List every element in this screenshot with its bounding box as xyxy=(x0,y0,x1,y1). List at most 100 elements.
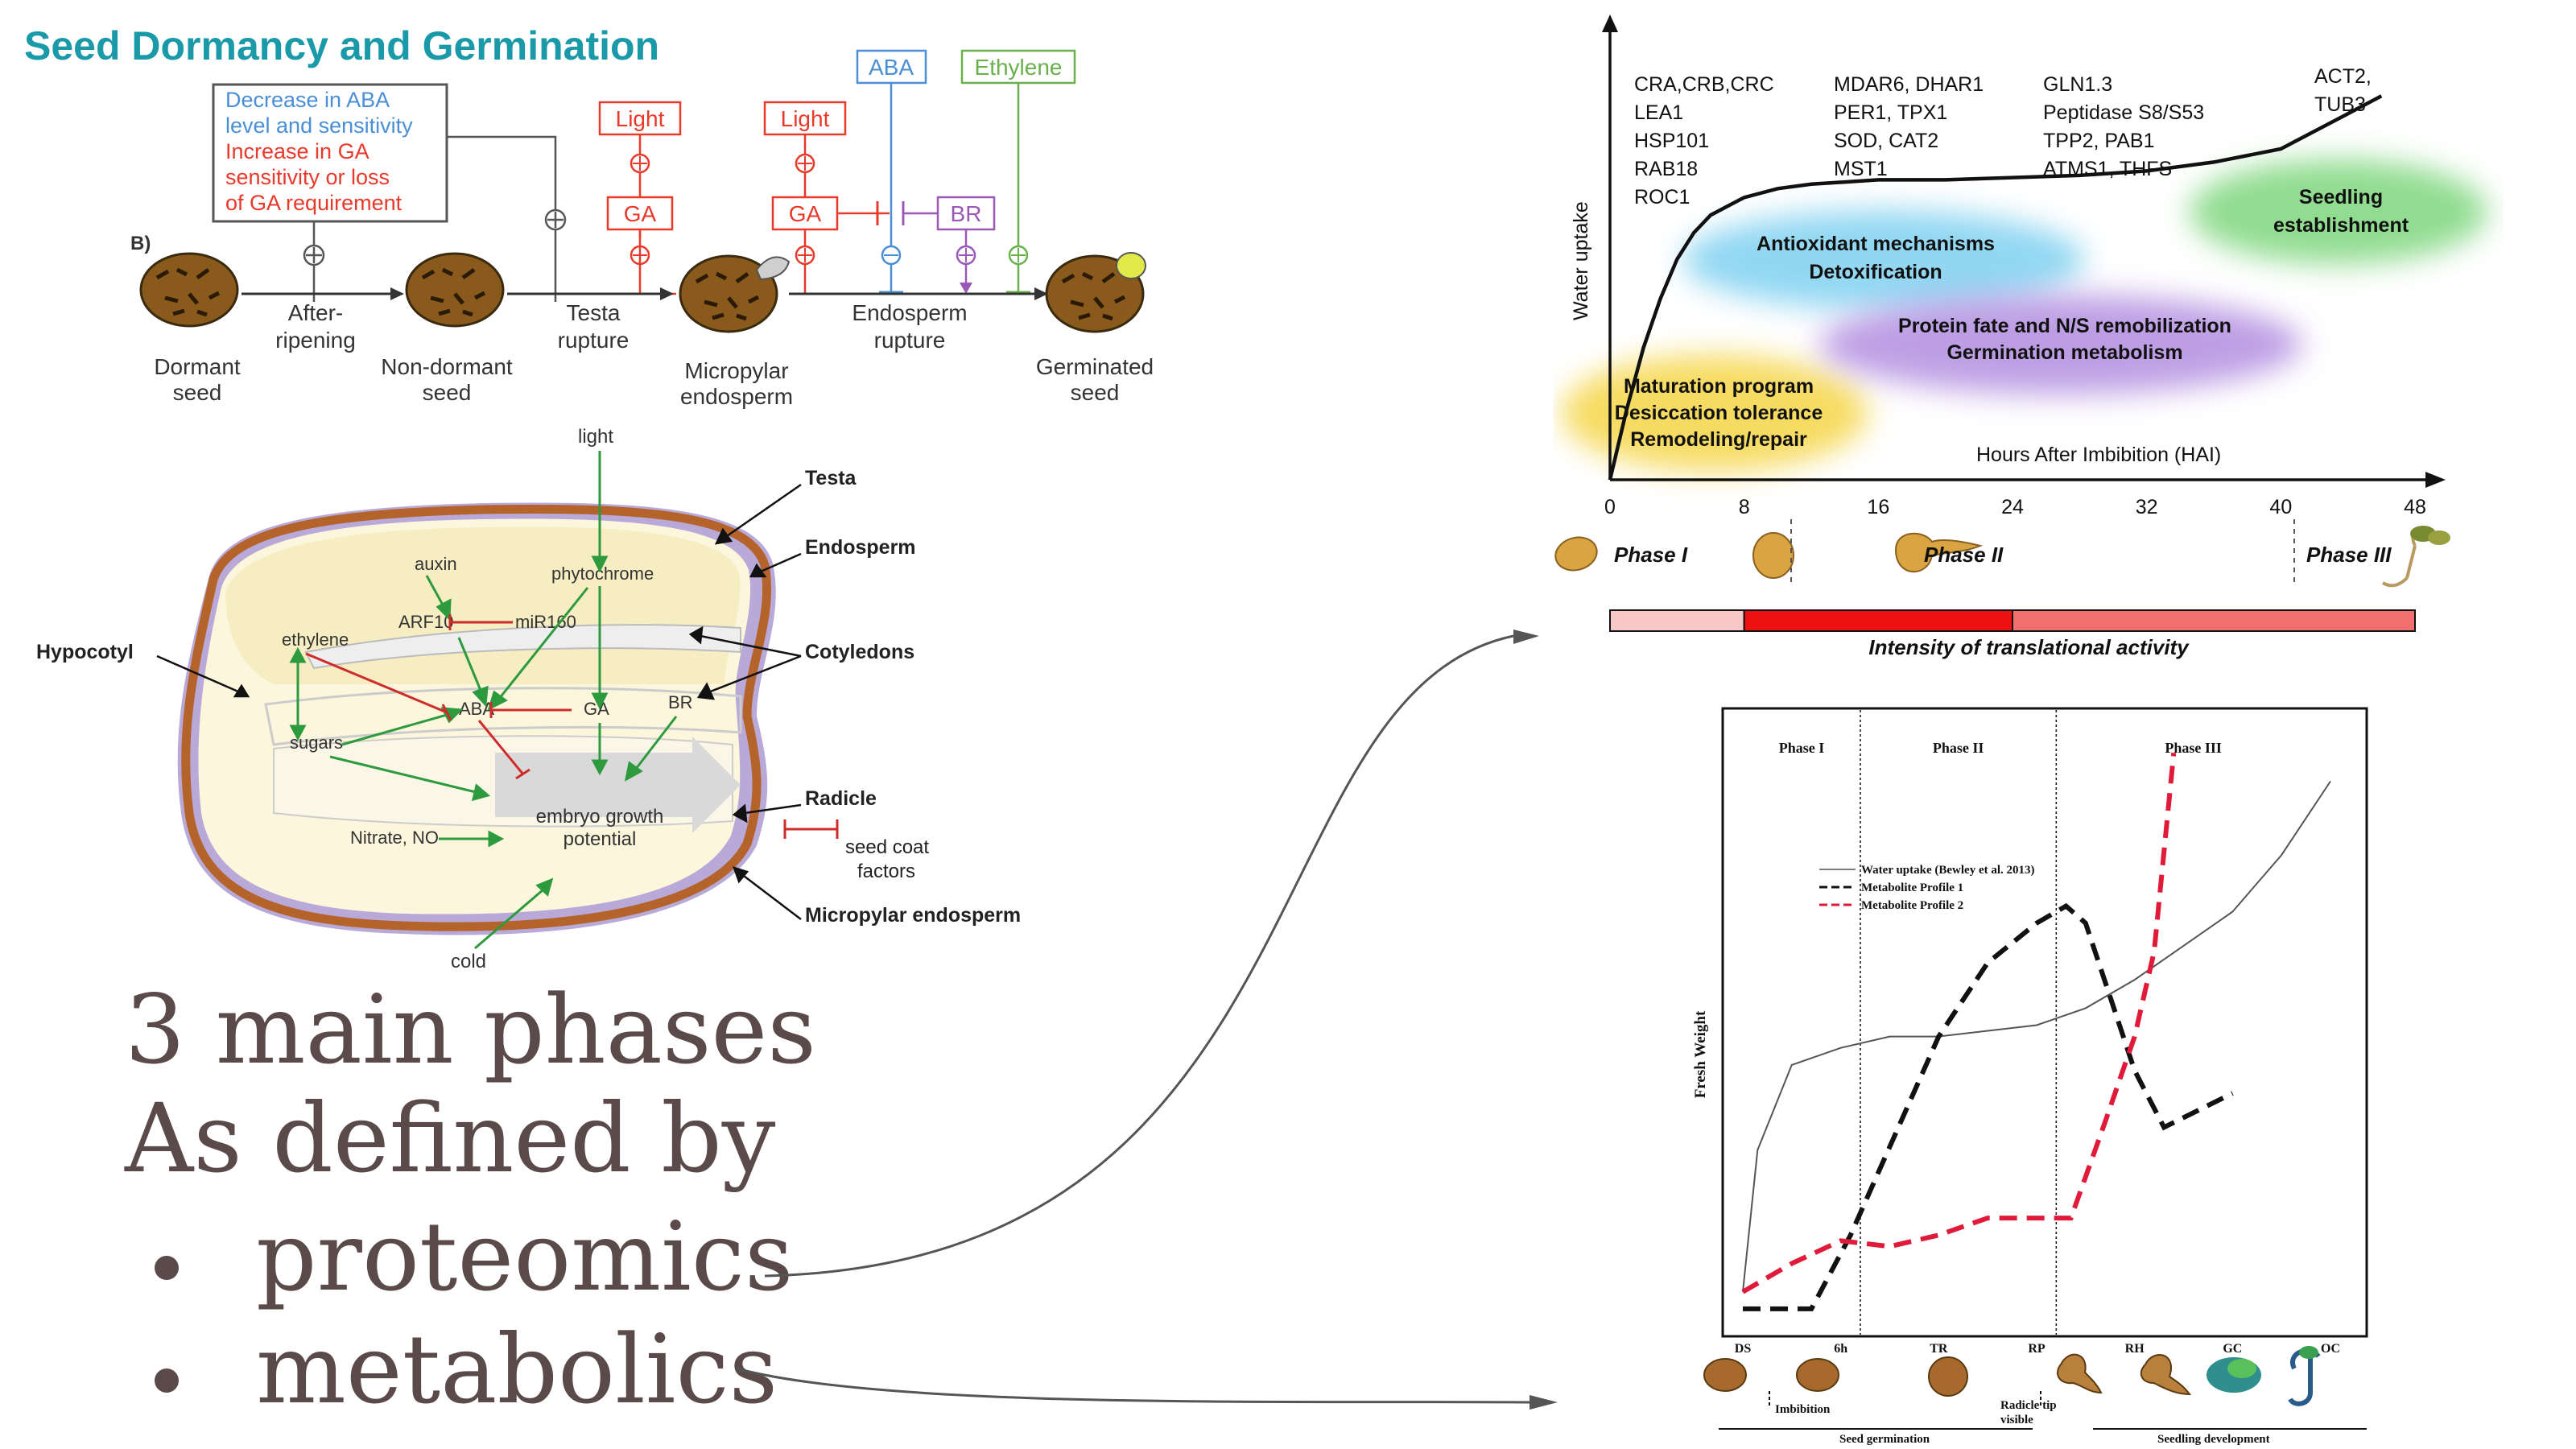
label-ethylene: ethylene xyxy=(282,630,349,650)
met-legend-label-2: Metabolite Profile 1 xyxy=(1861,881,1963,894)
met-category-DS: DS xyxy=(1735,1342,1752,1356)
bullet-metabolics: metabolics xyxy=(256,1314,778,1425)
bar-segment-3 xyxy=(2012,609,2416,632)
genes-3-0: GLN1.3 xyxy=(2043,73,2112,96)
met-series-line-3 xyxy=(1741,752,2177,1294)
met-category-RP: RP xyxy=(2028,1342,2046,1356)
germinated-seed xyxy=(1045,252,1146,333)
ga-label-1: GA xyxy=(624,201,657,226)
metabolite-profiles-chart: Fresh Weight Phase I Phase II Phase III Wa… xyxy=(1692,707,2368,1446)
met-category-TR: TR xyxy=(1930,1342,1948,1356)
label-hypocotyl: Hypocotyl xyxy=(36,641,134,663)
met-phase-label-3: Phase III xyxy=(2165,740,2222,756)
slide-title: Seed Dormancy and Germination xyxy=(24,23,660,68)
seed-germinated-1: Germinated xyxy=(1036,354,1154,379)
prot-xtick-32: 32 xyxy=(2136,496,2158,518)
step-testa-1: Testa xyxy=(567,300,621,325)
genes-2-2: SOD, CAT2 xyxy=(1834,130,1938,152)
genes-4-1: TUB3 xyxy=(2314,93,2366,116)
label-auxin: auxin xyxy=(415,554,457,574)
phase-1-label: Phase I xyxy=(1614,543,1688,567)
stage-imbibition: Imbibition xyxy=(1775,1403,1831,1416)
label-radicle: Radicle xyxy=(805,787,877,810)
step-endosperm-1: Endosperm xyxy=(852,300,967,325)
step-after-ripening-2: ripening xyxy=(275,328,356,353)
bullet-dot-2 xyxy=(155,1368,179,1393)
ethylene-label: Ethylene xyxy=(975,55,1063,80)
stage-radicle-1: Radicle tip xyxy=(2000,1399,2057,1412)
genes-2-0: MDAR6, DHAR1 xyxy=(1834,73,1984,96)
met-seed-images xyxy=(1703,1346,2321,1406)
met-series-line-2 xyxy=(1743,902,2234,1311)
seed-dormant-2: seed xyxy=(173,380,222,405)
box-line-5: of GA requirement xyxy=(225,191,402,215)
phase-row: Phase I Phase II Phase III xyxy=(1554,519,2450,588)
label-cotyledons: Cotyledons xyxy=(805,641,914,663)
box-line-2: level and sensitivity xyxy=(225,114,413,138)
proc-2-1: Detoxification xyxy=(1809,261,1942,283)
genes-3-1: Peptidase S8/S53 xyxy=(2043,101,2204,124)
aba-ga-box xyxy=(212,83,448,223)
met-category-RH: RH xyxy=(2125,1342,2145,1356)
met-category-OC: OC xyxy=(2321,1342,2340,1356)
water-uptake-curve xyxy=(1608,94,2383,481)
blob-maturation xyxy=(1562,355,1868,471)
bullet-proteomics: proteomics xyxy=(256,1201,794,1312)
blob-protein-fate xyxy=(1819,295,2302,394)
proc-1-1: Desiccation tolerance xyxy=(1615,402,1823,424)
stage-seed-germination: Seed germination xyxy=(1839,1433,1930,1446)
stage-seedling-development: Seedling development xyxy=(2157,1433,2270,1446)
label-phytochrome: phytochrome xyxy=(551,564,654,584)
bar-segment-1 xyxy=(1609,609,1745,632)
label-seed-coat-2: factors xyxy=(857,861,915,882)
genes-3-3: ATMS1, THFS xyxy=(2043,158,2172,180)
seed-germinated-2: seed xyxy=(1071,380,1120,405)
ga-label-2: GA xyxy=(789,201,822,226)
met-legend-label-1: Water uptake (Bewley et al. 2013) xyxy=(1861,864,2035,877)
label-endosperm: Endosperm xyxy=(805,536,916,559)
met-series-line-1 xyxy=(1742,780,2331,1292)
seed-micropylar-2: endosperm xyxy=(680,384,793,409)
blob-antioxidant xyxy=(1682,210,2085,310)
panel-label: B) xyxy=(130,233,151,254)
label-light: light xyxy=(578,427,613,448)
br-label: BR xyxy=(951,201,982,226)
seed-nondormant-2: seed xyxy=(423,380,472,405)
label-testa: Testa xyxy=(805,467,857,489)
bullet-dot-1 xyxy=(155,1256,179,1280)
non-dormant-seed xyxy=(405,252,505,328)
bar-segment-2 xyxy=(1743,609,2014,632)
label-nitrate: Nitrate, NO xyxy=(350,828,439,848)
box-line-3: Increase in GA xyxy=(225,139,369,163)
translation-intensity-bar xyxy=(1609,609,2416,632)
step-after-ripening-1: After- xyxy=(288,300,343,325)
body-line-1: 3 main phases xyxy=(125,974,816,1085)
stage-radicle-2: visible xyxy=(2000,1414,2033,1426)
phase-2-label: Phase II xyxy=(1924,543,2004,567)
label-cold: cold xyxy=(451,951,486,972)
genes-2-1: PER1, TPX1 xyxy=(1834,101,1947,124)
step-testa-2: rupture xyxy=(558,328,630,353)
step-endosperm-2: rupture xyxy=(874,328,946,353)
box-line-4: sensitivity or loss xyxy=(225,165,390,189)
genes-1-4: ROC1 xyxy=(1634,186,1690,208)
seed-dormant-1: Dormant xyxy=(154,354,241,379)
met-category-6h: 6h xyxy=(1834,1342,1847,1356)
genes-2-3: MST1 xyxy=(1834,158,1888,180)
label-embryo-2: potential xyxy=(564,828,637,850)
proc-3-1: Germination metabolism xyxy=(1946,341,2182,364)
genes-4-0: ACT2, xyxy=(2314,65,2372,88)
prot-xlabel: Hours After Imbibition (HAI) xyxy=(1976,444,2221,466)
prot-xtick-48: 48 xyxy=(2404,496,2426,518)
light-label-2: Light xyxy=(781,106,830,131)
arrow-proteomics xyxy=(764,634,1514,1278)
met-ylabel: Fresh Weight xyxy=(1692,1010,1709,1098)
label-br: BR xyxy=(668,692,693,712)
prot-xtick-40: 40 xyxy=(2269,496,2292,518)
met-phase-label-2: Phase II xyxy=(1933,740,1984,756)
proc-4-1: establishment xyxy=(2273,214,2409,237)
label-micropylar: Micropylar endosperm xyxy=(805,904,1021,927)
genes-1-0: CRA,CRB,CRC xyxy=(1634,73,1774,96)
prot-xtick-8: 8 xyxy=(1739,496,1750,518)
